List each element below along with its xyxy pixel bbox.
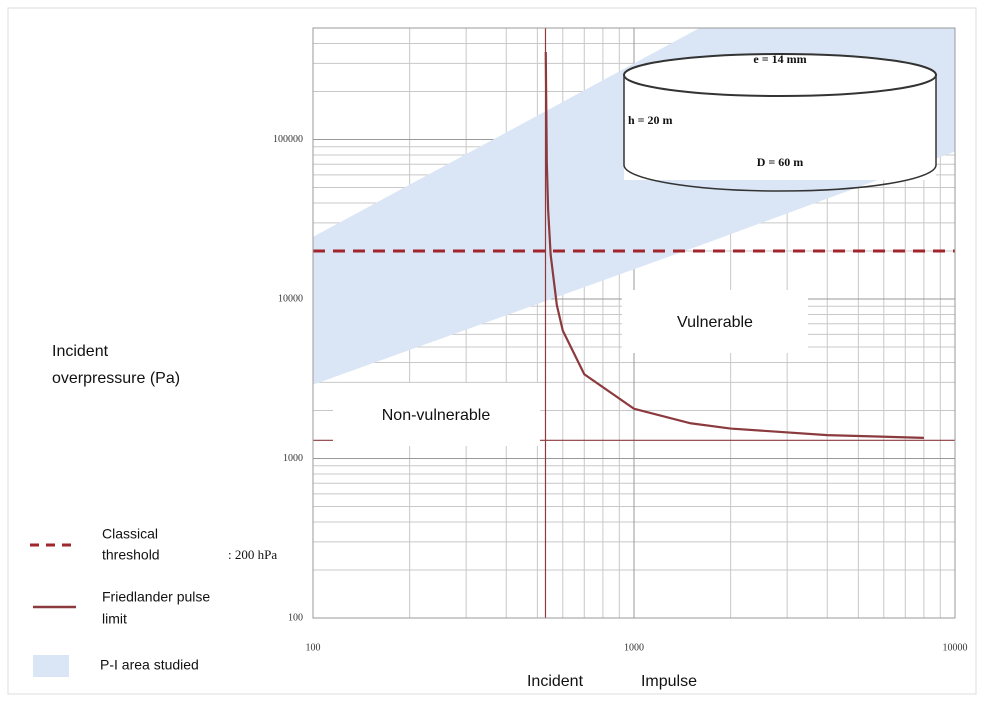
thickness-label: e = 14 mm <box>753 52 806 66</box>
y-tick-label: 100 <box>288 612 303 623</box>
y-axis-label: Incident <box>52 343 109 360</box>
annotation-box <box>333 383 540 446</box>
x-tick-label: 10000 <box>943 642 968 653</box>
legend-label: threshold <box>102 547 160 563</box>
legend-note: : 200 hPa <box>228 547 277 562</box>
legend-label: P-I area studied <box>100 657 199 673</box>
annotation: Non-vulnerable <box>382 407 491 424</box>
y-tick-label: 100000 <box>273 134 303 145</box>
legend-swatch <box>33 655 69 677</box>
frame <box>7 7 977 695</box>
tank-inset: e = 14 mm h = 20 m D = 60 m <box>623 52 937 192</box>
legend-label: Friedlander pulse <box>102 589 210 605</box>
y-tick-label: 1000 <box>283 453 303 464</box>
y-tick-label: 10000 <box>278 293 303 304</box>
x-tick-label: 100 <box>306 642 321 653</box>
annotation: Vulnerable <box>677 314 753 331</box>
x-axis-label: Incident <box>527 673 584 690</box>
height-label: h = 20 m <box>628 113 673 127</box>
x-tick-label: 1000 <box>624 642 644 653</box>
friedlander-curve <box>544 51 924 439</box>
legend-label: limit <box>102 611 127 627</box>
x-axis-label: Impulse <box>641 673 697 690</box>
y-axis-label: overpressure (Pa) <box>52 370 180 387</box>
legend-label: Classical <box>102 526 158 542</box>
tank-bottom <box>623 164 937 192</box>
tank-top <box>623 53 937 97</box>
annotation-box <box>622 290 808 353</box>
diameter-label: D = 60 m <box>757 155 804 169</box>
plot-border <box>312 27 956 619</box>
